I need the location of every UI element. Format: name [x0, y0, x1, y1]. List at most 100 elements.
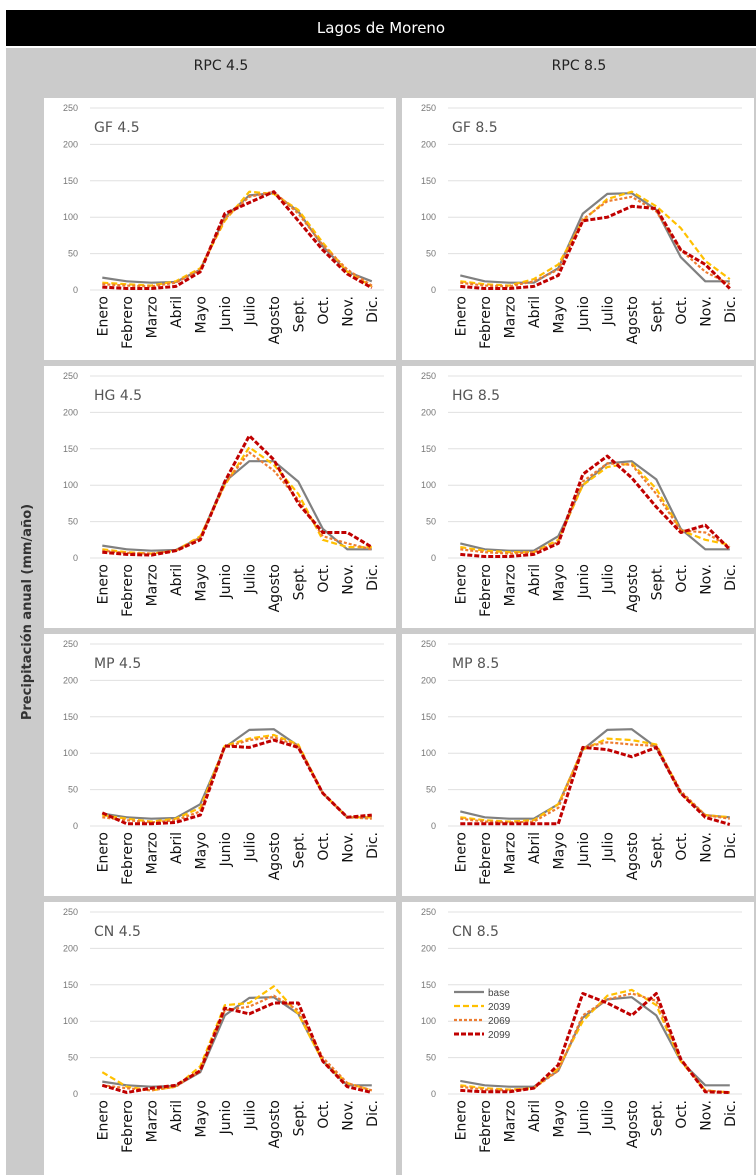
y-tick-label: 0: [431, 553, 436, 563]
x-tick-label: Julio: [600, 296, 616, 326]
x-tick-label: Marzo: [144, 296, 160, 338]
y-tick-label: 250: [421, 103, 436, 113]
x-tick-label: Febrero: [120, 564, 136, 617]
x-tick-label: Abril: [527, 564, 543, 596]
y-tick-label: 0: [431, 821, 436, 831]
x-tick-label: Julio: [242, 296, 258, 326]
chart-gf-85: 0 50 100 150 200 250 GF 8.5 Enero Febrero Marzo Ab…: [402, 98, 754, 360]
chart-svg: 0 50 100 150 200 250 MP 4.5 Enero Febrero Marzo Ab…: [63, 639, 384, 885]
y-tick-label: 100: [421, 480, 436, 490]
x-tick-label: Febrero: [120, 296, 136, 349]
x-tick-label: Abril: [527, 1100, 543, 1132]
column-header-rpc85: RPC 8.5: [551, 58, 607, 74]
chart-mp-85: 0 50 100 150 200 250 MP 8.5 Enero Febrero Marzo Ab…: [402, 634, 754, 896]
chart-title: CN 8.5: [452, 924, 499, 940]
series-line-2099: [460, 745, 731, 826]
x-tick-label: Nov.: [340, 1100, 356, 1131]
y-tick-label: 150: [421, 980, 436, 990]
x-tick-label: Agosto: [625, 832, 641, 880]
x-tick-label: Enero: [95, 564, 111, 604]
x-tick-label: Sept.: [649, 564, 665, 600]
x-tick-label: Oct.: [316, 296, 332, 325]
chart-gf-45: 0 50 100 150 200 250 GF 4.5 Enero Febrero Marzo Ab…: [44, 98, 396, 360]
x-tick-label: Mayo: [551, 564, 567, 602]
x-tick-label: Marzo: [502, 1100, 518, 1142]
y-tick-label: 200: [63, 407, 78, 417]
series-line-2039: [460, 462, 731, 554]
x-tick-label: Mayo: [193, 832, 209, 870]
y-tick-label: 50: [68, 1053, 78, 1063]
series-line-2099: [101, 1001, 373, 1094]
x-tick-label: Enero: [453, 832, 469, 872]
series-line-2039: [101, 985, 373, 1092]
x-tick-label: Julio: [242, 832, 258, 862]
x-tick-label: Nov.: [340, 296, 356, 327]
series-line-2039: [102, 733, 372, 823]
x-tick-label: Junio: [218, 1100, 234, 1135]
column-header-rpc45: RPC 4.5: [193, 58, 249, 74]
x-tick-label: Sept.: [649, 1100, 665, 1136]
chart-mp-45: 0 50 100 150 200 250 MP 4.5 Enero Febrero Marzo Ab…: [44, 634, 396, 896]
x-tick-label: Febrero: [478, 1100, 494, 1153]
y-tick-label: 200: [421, 407, 436, 417]
y-tick-label: 50: [68, 249, 78, 259]
x-tick-label: Julio: [600, 1100, 616, 1130]
chart-svg: 0 50 100 150 200 250 CN 8.5 Enero Febrero Marzo Ab…: [421, 907, 742, 1153]
x-tick-label: Mayo: [551, 832, 567, 870]
y-axis-label: Precipitación anual (mm/año): [20, 503, 35, 721]
x-tick-label: Mayo: [551, 296, 567, 334]
chart-cn-45: 0 50 100 150 200 250 CN 4.5 Enero Febrero Marzo Ab…: [44, 902, 396, 1175]
y-tick-label: 150: [63, 444, 78, 454]
chart-svg: 0 50 100 150 200 250 HG 4.5 Enero Febrero Marzo Ab…: [63, 371, 384, 617]
series-line-2069: [460, 992, 730, 1094]
legend-label-2039: 2039: [488, 1002, 511, 1013]
x-tick-label: Nov.: [698, 296, 714, 327]
x-tick-label: Oct.: [316, 564, 332, 593]
x-tick-label: Agosto: [267, 564, 283, 612]
x-tick-label: Nov.: [698, 1100, 714, 1131]
x-tick-label: Julio: [600, 564, 616, 594]
x-tick-label: Oct.: [674, 564, 690, 593]
x-tick-label: Dic.: [723, 1100, 739, 1127]
x-tick-label: Marzo: [144, 564, 160, 606]
y-tick-label: 250: [63, 639, 78, 649]
x-tick-label: Junio: [576, 1100, 592, 1135]
y-tick-label: 100: [421, 212, 436, 222]
y-tick-label: 0: [431, 1089, 436, 1099]
y-tick-label: 200: [63, 943, 78, 953]
x-tick-label: Abril: [169, 296, 185, 328]
x-tick-label: Oct.: [316, 832, 332, 861]
series-line-2099: [102, 434, 373, 557]
y-tick-label: 50: [68, 785, 78, 795]
chart-cn-85: 0 50 100 150 200 250 CN 8.5 Enero Febrero Marzo Ab…: [402, 902, 754, 1175]
y-tick-label: 0: [73, 553, 78, 563]
x-tick-label: Nov.: [340, 564, 356, 595]
x-tick-label: Marzo: [502, 832, 518, 874]
chart-hg-85: 0 50 100 150 200 250 HG 8.5 Enero Febrero Marzo Ab…: [402, 366, 754, 628]
y-tick-label: 200: [63, 139, 78, 149]
legend-label-base: base: [488, 988, 510, 999]
series-line-2069: [460, 741, 730, 824]
x-tick-label: Enero: [95, 832, 111, 872]
x-tick-label: Junio: [576, 564, 592, 599]
x-tick-label: Dic.: [723, 832, 739, 859]
series-line-2099: [460, 992, 730, 1094]
x-tick-label: Mayo: [193, 1100, 209, 1138]
y-tick-label: 0: [73, 1089, 78, 1099]
x-tick-label: Dic.: [365, 832, 381, 859]
y-tick-label: 50: [426, 1053, 436, 1063]
chart-title: CN 4.5: [94, 924, 141, 940]
series-line-base: [460, 460, 730, 552]
x-tick-label: Enero: [453, 296, 469, 336]
x-tick-label: Sept.: [649, 832, 665, 868]
y-tick-label: 250: [421, 907, 436, 917]
x-tick-label: Sept.: [291, 296, 307, 332]
x-tick-label: Agosto: [625, 1100, 641, 1148]
chart-title: HG 4.5: [94, 388, 142, 404]
x-tick-label: Abril: [527, 296, 543, 328]
series-line-2069: [460, 195, 731, 288]
x-tick-label: Oct.: [674, 832, 690, 861]
x-tick-label: Nov.: [340, 832, 356, 863]
y-tick-label: 0: [73, 285, 78, 295]
x-tick-label: Julio: [600, 832, 616, 862]
